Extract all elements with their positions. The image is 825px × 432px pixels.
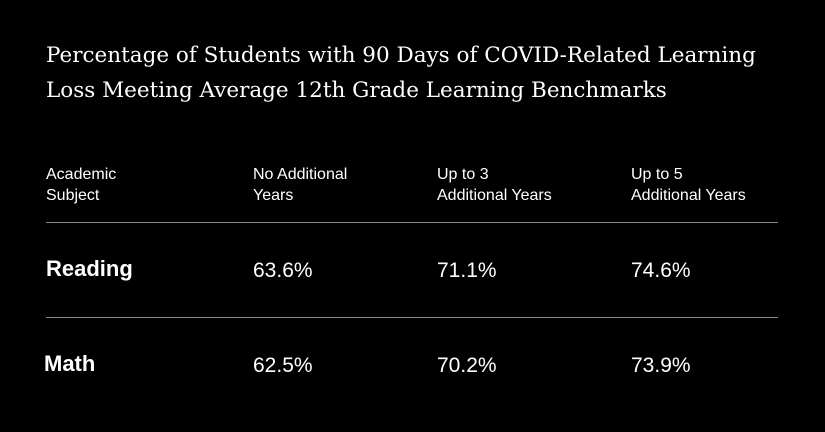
row-subject-reading: Reading <box>46 256 133 281</box>
cell-math-up-to-5: 73.9% <box>631 354 691 377</box>
row-subject-math: Math <box>44 351 96 376</box>
column-header-no-additional-years-line-1: No Additional <box>253 166 348 183</box>
column-header-subject-line-2: Subject <box>46 187 100 204</box>
cell-math-no-additional: 62.5% <box>253 354 313 377</box>
chart-title: Percentage of Students with 90 Days of C… <box>46 38 806 108</box>
column-header-no-additional-years: No Additional Years <box>253 164 347 206</box>
column-header-up-to-3-years: Up to 3 Additional Years <box>437 164 552 206</box>
column-header-subject: Academic Subject <box>46 164 116 206</box>
column-header-up-to-5-years: Up to 5 Additional Years <box>631 164 746 206</box>
column-header-up-to-3-years-line-1: Up to 3 <box>437 166 489 183</box>
header-divider <box>46 222 778 223</box>
column-header-up-to-3-years-line-2: Additional Years <box>437 187 552 204</box>
chart-title-line-2: Loss Meeting Average 12th Grade Learning… <box>46 78 667 103</box>
row-divider <box>46 317 778 318</box>
column-header-no-additional-years-line-2: Years <box>253 187 294 204</box>
column-header-subject-line-1: Academic <box>46 166 117 183</box>
cell-math-up-to-3: 70.2% <box>437 354 497 377</box>
cell-reading-no-additional: 63.6% <box>253 259 313 282</box>
cell-reading-up-to-3: 71.1% <box>437 259 497 282</box>
chart-title-line-1: Percentage of Students with 90 Days of C… <box>46 43 756 68</box>
column-header-up-to-5-years-line-2: Additional Years <box>631 187 746 204</box>
cell-reading-up-to-5: 74.6% <box>631 259 691 282</box>
column-header-up-to-5-years-line-1: Up to 5 <box>631 166 683 183</box>
